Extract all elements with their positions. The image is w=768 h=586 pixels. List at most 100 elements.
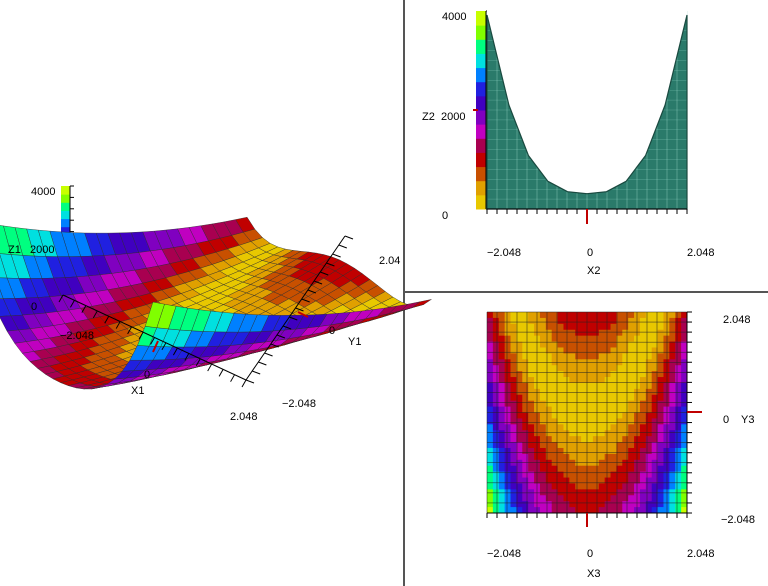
heatmap-cell	[510, 495, 517, 502]
heatmap-cell	[539, 507, 547, 514]
heatmap-cell	[581, 453, 588, 461]
heatmap-cell	[628, 471, 635, 478]
heatmap-cell	[587, 483, 594, 490]
heatmap-cell	[663, 394, 670, 402]
heatmap-cell	[639, 365, 647, 372]
heatmap-cell	[581, 501, 588, 508]
heatmap-cell	[510, 341, 517, 348]
x2-axis	[486, 208, 688, 224]
heatmap-cell	[592, 377, 600, 384]
heatmap-cell	[575, 317, 582, 325]
heatmap-cell	[569, 365, 576, 372]
x1-tick-pos: 2.048	[230, 411, 258, 423]
heatmap-cell	[592, 400, 600, 407]
heatmap-cell	[610, 436, 617, 443]
heatmap-cell	[663, 436, 670, 443]
heatmap-cell	[622, 312, 629, 319]
heatmap-cell	[575, 507, 582, 514]
heatmap-cell	[669, 329, 676, 337]
heatmap-cell	[610, 465, 617, 473]
heatmap-cell	[522, 442, 529, 449]
heatmap-cell	[622, 388, 629, 396]
heatmap-cell	[522, 406, 529, 413]
heatmap-cell	[528, 400, 535, 407]
heatmap-cell	[575, 412, 582, 419]
heatmap-cell	[587, 418, 594, 425]
heatmap-cell	[487, 430, 494, 437]
heatmap-cell	[545, 412, 553, 419]
heatmap-cell	[651, 477, 658, 484]
heatmap-cell	[539, 353, 547, 360]
heatmap-cell	[675, 471, 682, 478]
heatmap-cell	[651, 483, 658, 490]
heatmap-cell	[598, 412, 606, 419]
heatmap-cell	[516, 442, 523, 449]
heatmap-cell	[645, 447, 653, 455]
heatmap-cell	[539, 323, 547, 331]
heatmap-cell	[557, 382, 564, 390]
heatmap-cell	[504, 418, 511, 425]
x2-tick-pos: 2.048	[687, 247, 715, 259]
heatmap-cell	[604, 477, 611, 484]
heatmap-cell	[622, 347, 629, 354]
y1-tick	[276, 334, 286, 339]
heatmap-cell	[492, 400, 500, 407]
heatmap-cell	[604, 317, 611, 325]
heatmap-cell	[563, 388, 570, 396]
heatmap-cell	[669, 312, 676, 319]
heatmap-cell	[622, 365, 629, 372]
heatmap-cell	[492, 465, 500, 473]
heatmap-cell	[545, 400, 553, 407]
heatmap-cell	[516, 489, 523, 496]
heatmap-cell	[616, 495, 623, 502]
heatmap-cell	[592, 471, 600, 478]
heatmap-cell	[569, 377, 576, 384]
heatmap-cell	[663, 329, 670, 337]
heatmap-cell	[622, 442, 629, 449]
heatmap-cell	[651, 394, 658, 402]
heatmap-cell	[516, 424, 523, 431]
heatmap-cell	[669, 412, 676, 419]
heatmap-cell	[651, 341, 658, 348]
heatmap-cell	[592, 382, 600, 390]
heatmap-cell	[651, 406, 658, 413]
heatmap-cell	[563, 377, 570, 384]
heatmap-cell	[551, 477, 558, 484]
heatmap-cell	[651, 382, 658, 390]
heatmap-cell	[598, 329, 606, 337]
heatmap-cell	[681, 382, 688, 390]
top-view-panel: 2.048 0 −2.048 Y3 −2.048 0 2.048 X3	[486, 311, 755, 580]
heatmap-cell	[681, 442, 688, 449]
heatmap-cell	[522, 382, 529, 390]
heatmap-cell	[592, 453, 600, 461]
heatmap-cell	[563, 382, 570, 390]
heatmap-cell	[651, 436, 658, 443]
colorbar-swatch	[476, 53, 486, 69]
heatmap-cell	[575, 477, 582, 484]
heatmap-cell	[575, 400, 582, 407]
heatmap-cell	[487, 341, 494, 348]
colorbar-swatch	[476, 25, 486, 40]
heatmap-cell	[557, 483, 564, 490]
y1-tick	[289, 316, 298, 321]
heatmap-cell	[610, 489, 617, 496]
heatmap-cell	[604, 465, 611, 473]
heatmap-cell	[545, 501, 553, 508]
heatmap-cell	[639, 323, 647, 331]
x2-axis-label: X2	[587, 265, 600, 277]
heatmap-cell	[657, 436, 664, 443]
heatmap-cell	[622, 394, 629, 402]
heatmap-cell	[563, 442, 570, 449]
x1-tick	[172, 347, 178, 356]
heatmap-cell	[628, 335, 635, 342]
heatmap-cell	[587, 347, 594, 354]
heatmap-cell	[663, 465, 670, 473]
heatmap-cell	[492, 406, 500, 413]
x1-tick	[127, 326, 133, 335]
heatmap-cell	[581, 412, 588, 419]
heatmap-cell	[498, 329, 506, 337]
y3-tick-pos: 2.048	[723, 314, 751, 326]
heatmap-cell	[563, 406, 570, 413]
x1-axis-label: X1	[131, 385, 144, 397]
heatmap-cell	[522, 400, 529, 407]
